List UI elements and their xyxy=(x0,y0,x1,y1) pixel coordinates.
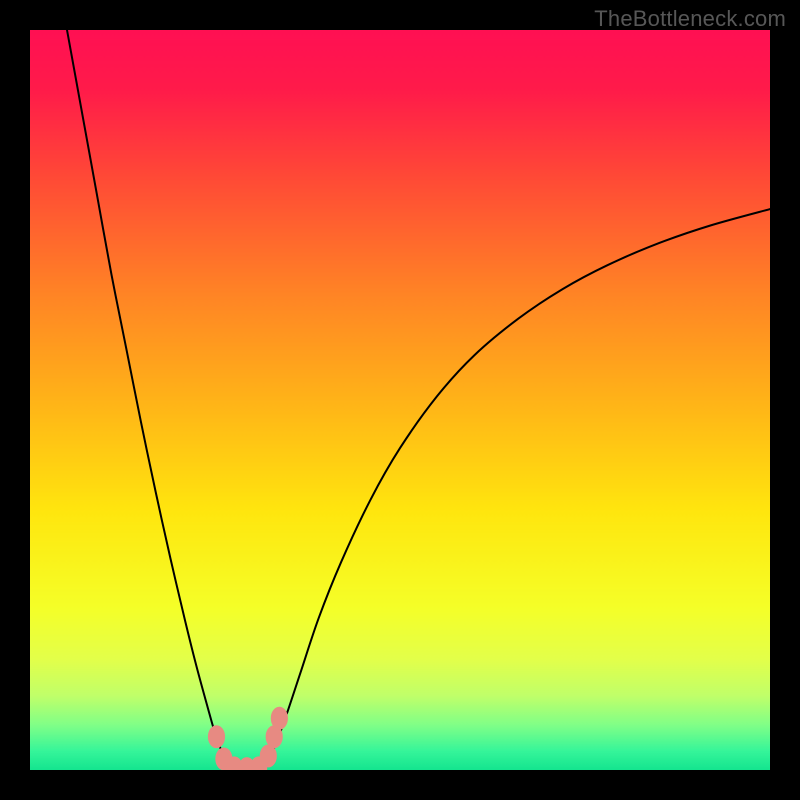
marker-7 xyxy=(271,707,287,729)
plot-area xyxy=(30,30,770,770)
watermark-text: TheBottleneck.com xyxy=(594,6,786,32)
curve-left xyxy=(67,30,235,770)
curve-right xyxy=(262,209,770,770)
marker-5 xyxy=(260,745,276,767)
chart-container: TheBottleneck.com xyxy=(0,0,800,800)
marker-0 xyxy=(208,726,224,748)
curve-layer xyxy=(30,30,770,770)
